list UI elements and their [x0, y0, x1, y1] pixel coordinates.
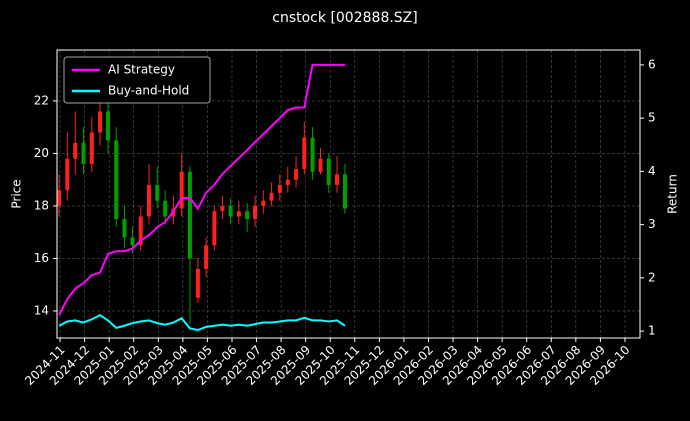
candle-body: [253, 205, 258, 220]
y2-tick-label: 6: [648, 57, 656, 71]
candle-body: [212, 211, 217, 246]
candle-body: [155, 184, 160, 201]
candle-body: [294, 169, 299, 180]
candle-body: [81, 142, 86, 164]
candle-body: [57, 190, 62, 206]
candle-body: [73, 142, 78, 159]
legend-label: AI Strategy: [108, 63, 175, 77]
legend-label: Buy-and-Hold: [108, 84, 189, 98]
candle-body: [228, 205, 233, 217]
line-series: [58, 313, 346, 332]
plot-frame: [56, 49, 641, 339]
candle-body: [130, 237, 135, 246]
candle-body: [122, 219, 127, 238]
y2-axis-label: Return: [666, 174, 680, 214]
y2-tick-label: 5: [648, 111, 656, 125]
candle-body: [335, 174, 340, 185]
y-axis-label: Price: [10, 179, 24, 208]
candle-body: [195, 268, 200, 298]
y2-tick-label: 3: [648, 217, 656, 231]
y-tick-label: 14: [34, 303, 49, 317]
y2-tick-label: 4: [648, 164, 656, 178]
y-tick-label: 22: [34, 93, 49, 107]
candle-body: [277, 184, 282, 193]
candle-body: [204, 245, 209, 269]
candle-body: [187, 171, 192, 259]
candle-body: [269, 192, 274, 201]
candle-body: [179, 171, 184, 209]
candle-body: [105, 111, 110, 141]
candle-body: [220, 205, 225, 212]
chart-title: cnstock [002888.SZ]: [272, 10, 417, 26]
legend-box: [63, 56, 211, 104]
candle-body: [138, 216, 143, 246]
candle-body: [310, 137, 315, 172]
candle-body: [302, 137, 307, 170]
candle-body: [318, 158, 323, 172]
candle-body: [342, 174, 347, 209]
candle-body: [236, 211, 241, 217]
y-tick-label: 18: [34, 198, 49, 212]
y2-tick-label: 1: [648, 324, 656, 338]
candle-body: [261, 200, 266, 206]
candle-body: [285, 179, 290, 185]
candle-body: [245, 211, 250, 220]
y2-tick-label: 2: [648, 270, 656, 284]
y-tick-label: 20: [34, 146, 49, 160]
y-tick-label: 16: [34, 251, 49, 265]
candle-body: [146, 184, 151, 217]
candle-body: [89, 132, 94, 164]
candle-body: [98, 111, 103, 133]
candle-body: [326, 158, 331, 185]
candle-body: [65, 158, 70, 191]
candle-body: [163, 200, 168, 217]
candle-body: [114, 140, 119, 220]
line-series: [58, 63, 345, 316]
